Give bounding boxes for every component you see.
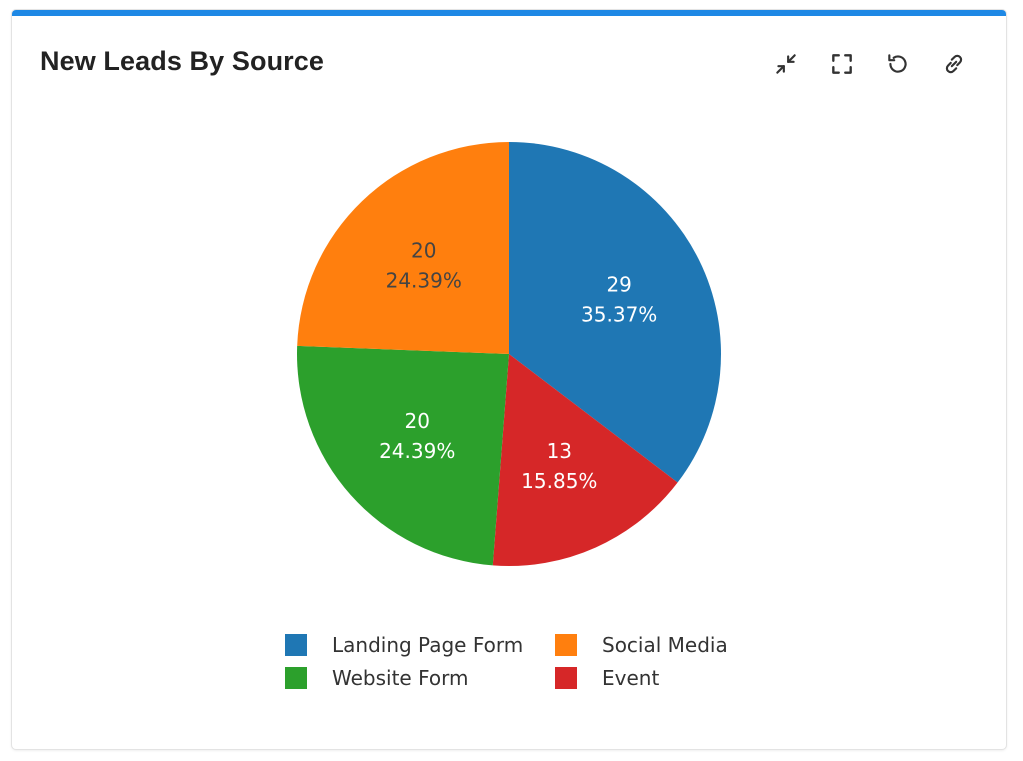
link-button[interactable]: [936, 46, 972, 82]
legend-label: Website Form: [332, 666, 469, 690]
legend-label: Landing Page Form: [332, 633, 524, 657]
pie-slice-event[interactable]: [492, 354, 678, 566]
slice-percent-label: 24.39%: [386, 268, 462, 292]
refresh-button[interactable]: [880, 46, 916, 82]
legend-item-event[interactable]: Event: [555, 665, 755, 691]
legend-swatch: [285, 634, 307, 656]
slice-percent-label: 15.85%: [521, 469, 597, 493]
slice-percent-label: 35.37%: [581, 302, 657, 326]
refresh-icon: [888, 54, 907, 73]
slice-value-label: 13: [547, 439, 572, 463]
legend-label: Social Media: [602, 633, 728, 657]
legend-swatch: [285, 667, 307, 689]
legend-item-social-media[interactable]: Social Media: [555, 632, 755, 658]
collapse-icon: [776, 54, 796, 74]
card-toolbar: [768, 46, 972, 82]
legend-swatch: [555, 667, 577, 689]
legend-item-website-form[interactable]: Website Form: [285, 665, 555, 691]
slice-value-label: 29: [606, 272, 631, 296]
chart-legend: Landing Page Form Social Media Website For…: [285, 632, 755, 691]
card-title: New Leads By Source: [40, 46, 325, 76]
collapse-button[interactable]: [768, 46, 804, 82]
legend-label: Event: [602, 666, 660, 690]
fullscreen-icon: [832, 54, 852, 74]
pie-slice-landing-page-form[interactable]: [509, 142, 721, 483]
fullscreen-button[interactable]: [824, 46, 860, 82]
slice-value-label: 20: [411, 238, 436, 262]
slice-percent-label: 24.39%: [379, 439, 455, 463]
pie-slice-social-media[interactable]: [297, 142, 509, 354]
legend-swatch: [555, 634, 577, 656]
pie-slice-website-form[interactable]: [296, 345, 509, 566]
legend-item-landing-page-form[interactable]: Landing Page Form: [285, 632, 555, 658]
link-icon: [945, 54, 963, 74]
slice-value-label: 20: [404, 409, 429, 433]
card-accent-bar: [12, 10, 1006, 16]
